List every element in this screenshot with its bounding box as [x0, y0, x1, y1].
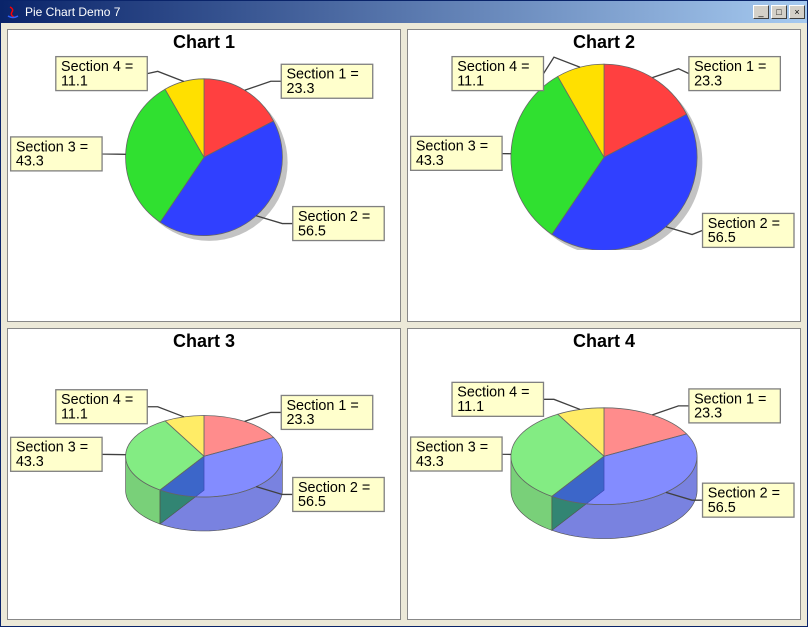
svg-text:23.3: 23.3	[286, 81, 314, 97]
svg-text:11.1: 11.1	[457, 399, 484, 415]
chart-title: Chart 2	[408, 32, 800, 53]
svg-text:43.3: 43.3	[416, 453, 444, 469]
chart-title: Chart 3	[8, 331, 400, 352]
chart-svg-3: Section 1 =23.3Section 2 =56.5Section 3 …	[8, 353, 400, 549]
svg-text:56.5: 56.5	[708, 230, 736, 246]
svg-text:23.3: 23.3	[694, 405, 722, 421]
chart-svg-1: Section 1 =23.3Section 2 =56.5Section 3 …	[8, 54, 400, 250]
svg-text:56.5: 56.5	[708, 499, 736, 515]
window-title: Pie Chart Demo 7	[25, 5, 753, 19]
close-button[interactable]: ×	[789, 5, 805, 19]
svg-text:11.1: 11.1	[61, 73, 88, 89]
svg-text:11.1: 11.1	[457, 73, 484, 89]
chart-title: Chart 1	[8, 32, 400, 53]
chart-svg-4: Section 1 =23.3Section 2 =56.5Section 3 …	[408, 353, 800, 549]
svg-text:23.3: 23.3	[694, 73, 722, 89]
app-window: Pie Chart Demo 7 _ □ × Chart 1 Section 1…	[0, 0, 808, 627]
svg-text:43.3: 43.3	[16, 154, 44, 170]
client-area: Chart 1 Section 1 =23.3Section 2 =56.5Se…	[1, 23, 807, 626]
svg-text:11.1: 11.1	[61, 406, 88, 422]
chart-panel-3: Chart 3 Section 1 =23.3Section 2 =56.5Se…	[7, 328, 401, 621]
chart-title: Chart 4	[408, 331, 800, 352]
titlebar[interactable]: Pie Chart Demo 7 _ □ ×	[1, 1, 807, 23]
chart-panel-1: Chart 1 Section 1 =23.3Section 2 =56.5Se…	[7, 29, 401, 322]
maximize-button[interactable]: □	[771, 5, 787, 19]
minimize-button[interactable]: _	[753, 5, 769, 19]
chart-grid: Chart 1 Section 1 =23.3Section 2 =56.5Se…	[7, 29, 801, 620]
svg-text:56.5: 56.5	[298, 494, 326, 510]
svg-text:23.3: 23.3	[286, 412, 314, 428]
chart-svg-2: Section 1 =23.3Section 2 =56.5Section 3 …	[408, 54, 800, 250]
svg-text:43.3: 43.3	[416, 153, 444, 169]
window-buttons: _ □ ×	[753, 5, 805, 19]
svg-text:43.3: 43.3	[16, 454, 44, 470]
chart-panel-4: Chart 4 Section 1 =23.3Section 2 =56.5Se…	[407, 328, 801, 621]
chart-panel-2: Chart 2 Section 1 =23.3Section 2 =56.5Se…	[407, 29, 801, 322]
svg-text:56.5: 56.5	[298, 223, 326, 239]
java-icon	[5, 4, 21, 20]
